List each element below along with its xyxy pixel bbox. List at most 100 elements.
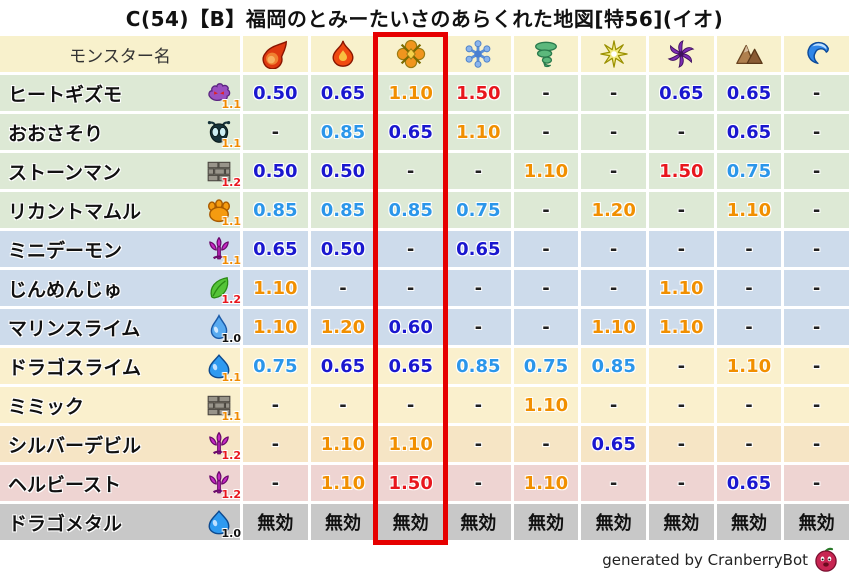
monster-family-icon-wrap: 1.2 bbox=[206, 470, 241, 501]
element-header-cell bbox=[581, 36, 646, 72]
rate-value: - bbox=[677, 238, 686, 260]
rate-cell: 0.75 bbox=[513, 348, 579, 384]
heat-gizmo-icon bbox=[206, 80, 232, 106]
rate-value: 0.65 bbox=[456, 238, 501, 260]
spawn-rate-badge: 1.0 bbox=[221, 332, 242, 345]
rate-cell: - bbox=[513, 114, 579, 150]
rate-value: 0.75 bbox=[253, 355, 298, 377]
element-header-cell bbox=[784, 36, 849, 72]
rate-value: 1.50 bbox=[388, 472, 433, 494]
rate-cell: 0.60 bbox=[378, 309, 443, 345]
table-row-name: じんめんじゅ 1.2 bbox=[0, 270, 241, 306]
rate-cell: - bbox=[581, 465, 646, 501]
spawn-rate-badge: 1.1 bbox=[221, 215, 242, 228]
rate-value: - bbox=[812, 433, 821, 455]
demon-trident-icon bbox=[206, 431, 232, 457]
rate-cell: 無効 bbox=[243, 504, 308, 540]
demon-trident-icon bbox=[206, 236, 232, 262]
table-row-name: ミミック 1.1 bbox=[0, 387, 241, 423]
monster-name: ミミック bbox=[8, 395, 85, 418]
rate-value: 0.85 bbox=[320, 121, 366, 143]
table-row-name: ストーンマン 1.2 bbox=[0, 153, 241, 189]
rate-cell: - bbox=[648, 192, 714, 228]
rate-cell: 無効 bbox=[445, 504, 511, 540]
rate-value: - bbox=[542, 433, 550, 455]
rate-cell: 1.10 bbox=[378, 426, 443, 462]
rate-cell: - bbox=[513, 75, 579, 111]
mountain-icon bbox=[734, 39, 764, 69]
spawn-rate-badge: 1.1 bbox=[221, 371, 242, 384]
rate-value: 0.50 bbox=[253, 82, 298, 104]
monster-name: じんめんじゅ bbox=[8, 278, 123, 301]
rate-value: - bbox=[745, 277, 753, 299]
flame-icon bbox=[328, 39, 358, 69]
rate-value: 1.20 bbox=[320, 316, 366, 338]
rate-cell: 0.85 bbox=[310, 114, 376, 150]
rate-cell: 無効 bbox=[581, 504, 646, 540]
rate-value: 0.85 bbox=[591, 355, 636, 377]
rate-cell: - bbox=[784, 231, 849, 267]
rate-value: 1.10 bbox=[523, 472, 569, 494]
rate-cell: 0.65 bbox=[716, 75, 782, 111]
rate-value: 0.65 bbox=[320, 82, 366, 104]
rate-value: 無効 bbox=[798, 513, 835, 534]
wave-icon bbox=[802, 39, 832, 69]
rate-cell: 1.10 bbox=[513, 465, 579, 501]
monster-name: ストーンマン bbox=[8, 161, 122, 184]
paw-icon bbox=[206, 197, 232, 223]
rate-cell: 0.85 bbox=[310, 192, 376, 228]
rate-value: - bbox=[745, 238, 753, 260]
monster-name: シルバーデビル bbox=[8, 434, 142, 457]
rate-cell: 1.10 bbox=[581, 309, 646, 345]
rate-value: - bbox=[609, 238, 618, 260]
rate-value: - bbox=[745, 433, 753, 455]
rate-value: - bbox=[406, 277, 415, 299]
rate-cell: - bbox=[716, 231, 782, 267]
rate-value: - bbox=[812, 472, 821, 494]
rate-cell: - bbox=[648, 387, 714, 423]
rate-value: - bbox=[406, 238, 415, 260]
monster-family-icon-wrap: 1.1 bbox=[206, 119, 241, 150]
rate-value: - bbox=[474, 277, 483, 299]
rate-cell: - bbox=[784, 465, 849, 501]
rate-cell: - bbox=[648, 231, 714, 267]
element-header-cell bbox=[243, 36, 308, 72]
rate-value: 0.85 bbox=[456, 355, 501, 377]
monster-name: ヒートギズモ bbox=[8, 83, 123, 106]
spawn-rate-badge: 1.2 bbox=[221, 449, 242, 462]
rate-value: - bbox=[271, 121, 280, 143]
rate-cell: - bbox=[648, 465, 714, 501]
rate-value: 0.65 bbox=[726, 472, 772, 494]
rate-value: 0.50 bbox=[253, 160, 298, 182]
rate-value: 1.10 bbox=[591, 316, 636, 338]
rate-cell: - bbox=[445, 426, 511, 462]
rate-value: - bbox=[542, 277, 550, 299]
brick-icon bbox=[206, 158, 232, 184]
rate-value: - bbox=[677, 394, 686, 416]
spawn-rate-badge: 1.0 bbox=[221, 527, 242, 540]
rate-value: - bbox=[812, 355, 821, 377]
rate-cell: - bbox=[445, 465, 511, 501]
rate-value: - bbox=[745, 316, 753, 338]
rate-value: - bbox=[745, 394, 753, 416]
rate-value: 1.50 bbox=[659, 160, 704, 182]
rate-cell: - bbox=[648, 114, 714, 150]
monster-name: リカントマムル bbox=[8, 200, 142, 223]
table-row-name: ミニデーモン 1.1 bbox=[0, 231, 241, 267]
monster-family-icon-wrap: 1.0 bbox=[206, 314, 241, 345]
rate-value: 0.65 bbox=[726, 121, 772, 143]
rate-cell: - bbox=[513, 270, 579, 306]
rate-value: - bbox=[339, 394, 347, 416]
monster-family-icon-wrap: 1.1 bbox=[206, 353, 241, 384]
rate-value: 1.10 bbox=[659, 316, 704, 338]
table-row-name: ドラゴメタル 1.0 bbox=[0, 504, 242, 540]
rate-value: - bbox=[542, 238, 550, 260]
rate-value: 0.50 bbox=[320, 160, 366, 182]
rate-value: 0.75 bbox=[726, 160, 772, 182]
rate-cell: 0.65 bbox=[648, 75, 714, 111]
page-title: C(54)【B】福岡のとみーたいさのあらくれた地図[特56](イオ) bbox=[125, 7, 724, 31]
rate-cell: 1.10 bbox=[513, 387, 579, 423]
rate-value: 0.65 bbox=[591, 433, 636, 455]
table-row-name: リカントマムル 1.1 bbox=[0, 192, 242, 228]
